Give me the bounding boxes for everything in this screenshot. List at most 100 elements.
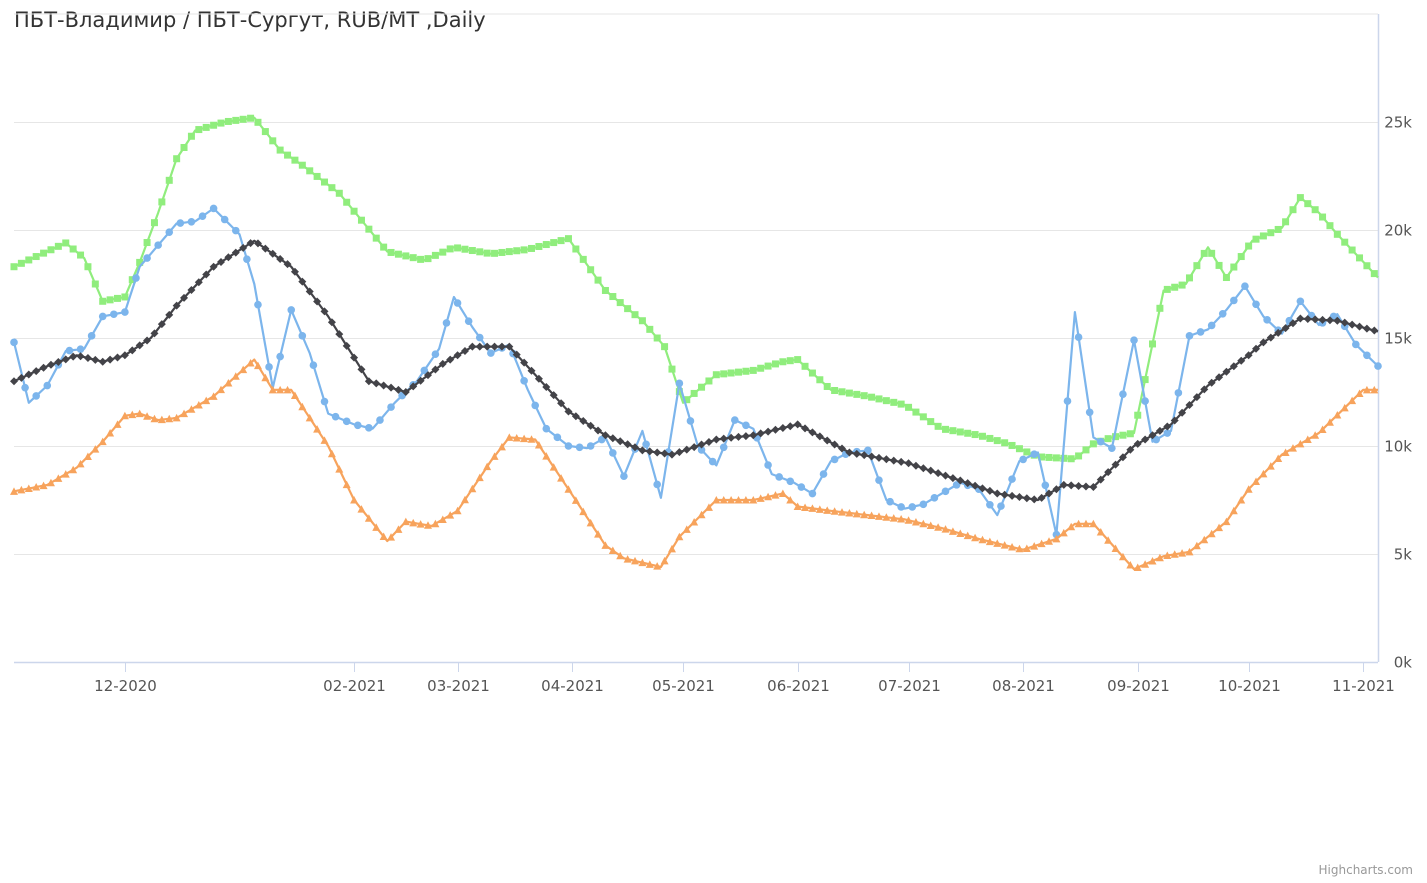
data-point[interactable] bbox=[1266, 462, 1275, 470]
data-point[interactable] bbox=[54, 358, 63, 367]
data-point[interactable] bbox=[1163, 551, 1172, 560]
data-point[interactable] bbox=[889, 514, 898, 522]
data-point[interactable] bbox=[157, 415, 166, 424]
data-point[interactable] bbox=[660, 449, 669, 458]
data-point[interactable] bbox=[830, 455, 839, 464]
data-point[interactable] bbox=[985, 537, 994, 546]
data-point[interactable] bbox=[882, 397, 890, 405]
data-point[interactable] bbox=[61, 470, 70, 478]
data-point[interactable] bbox=[1266, 333, 1275, 342]
data-point[interactable] bbox=[1259, 338, 1268, 347]
data-point[interactable] bbox=[491, 249, 499, 257]
data-point[interactable] bbox=[439, 248, 447, 256]
data-point[interactable] bbox=[1325, 316, 1334, 325]
data-point[interactable] bbox=[631, 443, 640, 452]
data-point[interactable] bbox=[357, 505, 366, 513]
data-point[interactable] bbox=[246, 358, 255, 367]
data-point[interactable] bbox=[475, 473, 484, 482]
data-point[interactable] bbox=[952, 481, 961, 489]
data-point[interactable] bbox=[1229, 506, 1238, 515]
data-point[interactable] bbox=[645, 560, 654, 568]
data-point[interactable] bbox=[1370, 385, 1379, 394]
data-point[interactable] bbox=[1133, 563, 1142, 572]
data-point[interactable] bbox=[882, 513, 891, 521]
data-point[interactable] bbox=[483, 462, 492, 471]
data-point[interactable] bbox=[91, 280, 99, 288]
data-point[interactable] bbox=[136, 258, 144, 266]
data-point[interactable] bbox=[719, 496, 728, 504]
data-point[interactable] bbox=[1149, 340, 1157, 348]
data-point[interactable] bbox=[1355, 322, 1364, 331]
data-point[interactable] bbox=[557, 399, 566, 408]
data-point[interactable] bbox=[978, 535, 987, 544]
data-point[interactable] bbox=[298, 161, 306, 169]
data-point[interactable] bbox=[10, 263, 18, 271]
data-point[interactable] bbox=[446, 355, 455, 364]
data-point[interactable] bbox=[83, 452, 92, 460]
data-point[interactable] bbox=[638, 558, 647, 567]
data-point[interactable] bbox=[505, 433, 514, 441]
data-point[interactable] bbox=[1252, 235, 1260, 243]
data-point[interactable] bbox=[401, 388, 410, 396]
data-point[interactable] bbox=[1178, 408, 1187, 417]
data-point[interactable] bbox=[1089, 519, 1098, 528]
data-point[interactable] bbox=[1333, 230, 1341, 238]
data-point[interactable] bbox=[742, 367, 750, 375]
data-point[interactable] bbox=[143, 336, 152, 345]
data-point[interactable] bbox=[442, 319, 451, 327]
data-point[interactable] bbox=[1296, 297, 1305, 306]
data-point[interactable] bbox=[187, 132, 195, 140]
data-point[interactable] bbox=[1362, 324, 1371, 333]
data-point[interactable] bbox=[1085, 408, 1094, 417]
data-point[interactable] bbox=[365, 225, 373, 233]
data-point[interactable] bbox=[10, 338, 18, 347]
data-point[interactable] bbox=[971, 481, 980, 490]
data-point[interactable] bbox=[1030, 495, 1039, 504]
data-point[interactable] bbox=[505, 342, 514, 351]
data-point[interactable] bbox=[416, 520, 425, 528]
data-point[interactable] bbox=[1163, 429, 1172, 437]
data-point[interactable] bbox=[321, 178, 329, 186]
data-point[interactable] bbox=[453, 506, 462, 515]
data-point[interactable] bbox=[409, 254, 417, 262]
data-point[interactable] bbox=[986, 500, 994, 509]
data-point[interactable] bbox=[778, 424, 787, 432]
data-point[interactable] bbox=[660, 556, 669, 565]
data-point[interactable] bbox=[401, 517, 410, 526]
data-point[interactable] bbox=[1288, 319, 1297, 328]
data-point[interactable] bbox=[416, 376, 425, 385]
data-point[interactable] bbox=[720, 370, 728, 378]
data-point[interactable] bbox=[1230, 296, 1238, 305]
data-point[interactable] bbox=[91, 445, 100, 453]
data-point[interactable] bbox=[1119, 431, 1127, 439]
data-point[interactable] bbox=[1008, 542, 1017, 551]
data-point[interactable] bbox=[231, 226, 240, 235]
data-point[interactable] bbox=[1289, 206, 1297, 214]
data-point[interactable] bbox=[815, 432, 824, 441]
data-point[interactable] bbox=[306, 167, 314, 175]
data-point[interactable] bbox=[10, 487, 18, 495]
data-point[interactable] bbox=[638, 317, 646, 325]
data-point[interactable] bbox=[1126, 560, 1135, 569]
data-point[interactable] bbox=[571, 412, 580, 421]
data-point[interactable] bbox=[908, 503, 917, 511]
data-point[interactable] bbox=[497, 342, 506, 351]
data-point[interactable] bbox=[268, 249, 277, 258]
data-point[interactable] bbox=[860, 510, 869, 519]
data-point[interactable] bbox=[254, 118, 262, 126]
data-point[interactable] bbox=[106, 296, 114, 304]
data-point[interactable] bbox=[734, 496, 743, 504]
data-point[interactable] bbox=[875, 476, 883, 484]
data-point[interactable] bbox=[1370, 270, 1378, 278]
data-point[interactable] bbox=[801, 362, 809, 370]
data-point[interactable] bbox=[542, 452, 551, 460]
data-point[interactable] bbox=[638, 446, 647, 455]
data-point[interactable] bbox=[298, 402, 307, 411]
data-point[interactable] bbox=[106, 355, 115, 364]
data-point[interactable] bbox=[143, 239, 151, 247]
data-point[interactable] bbox=[512, 433, 521, 442]
data-point[interactable] bbox=[1363, 351, 1371, 360]
data-point[interactable] bbox=[853, 390, 861, 398]
data-point[interactable] bbox=[1207, 378, 1216, 387]
data-point[interactable] bbox=[453, 351, 462, 360]
